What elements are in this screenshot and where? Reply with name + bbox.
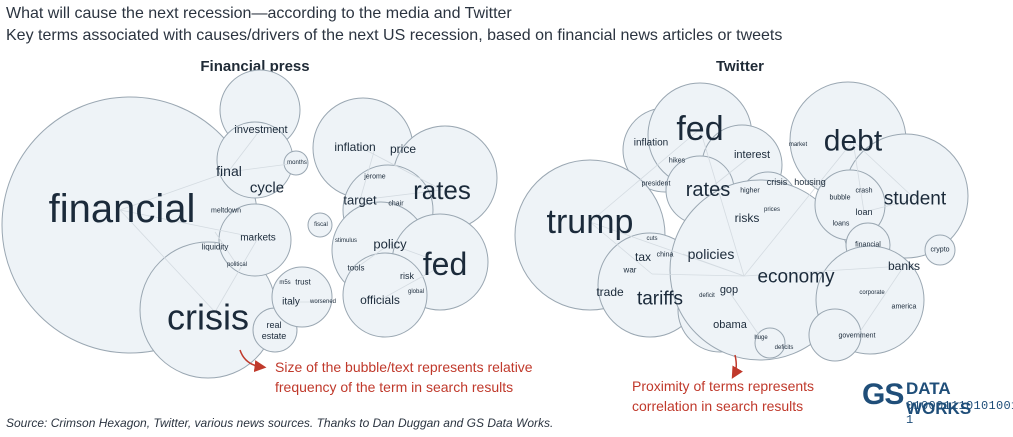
term-rates: rates [413, 175, 471, 205]
tw-term-bubble: bubble [829, 195, 850, 202]
tw-bubble-deficits [754, 327, 786, 359]
term-final: final [216, 163, 242, 179]
term-worsened: worsened [309, 299, 336, 305]
gs-data-works-logo: GS DATA WORKS 010001110101001 1 [862, 378, 1013, 427]
tw-term-hikes: hikes [669, 158, 686, 165]
logo-binary: 010001110101001 1 [906, 399, 1013, 427]
term-cycle: cycle [250, 180, 284, 197]
tw-term-interest: interest [734, 149, 770, 161]
tw-term-higher: higher [740, 188, 760, 195]
tw-term-crisis: crisis [767, 177, 788, 187]
tw-term-prices: prices [764, 207, 780, 213]
proximity-note-line1: Proximity of terms represents [632, 378, 815, 394]
tw-term-obama: obama [713, 319, 748, 331]
tw-term-trade: trade [596, 285, 624, 299]
press-links [119, 129, 446, 313]
tw-term-banks: banks [888, 259, 920, 273]
tw-term-crash: crash [855, 188, 872, 195]
tw-term-war: war [623, 266, 637, 275]
tw-term-inflation: inflation [634, 138, 668, 149]
tw-term-america: america [892, 304, 917, 311]
twitter-bubbles [514, 81, 969, 362]
tw-bubble-government [808, 308, 862, 362]
tw-term-debt: debt [824, 125, 883, 158]
term-inflation: inflation [334, 140, 375, 154]
twitter-terms: trump fed inflation hikes president rate… [547, 110, 950, 351]
tw-term-student: student [884, 189, 947, 210]
tw-term-gop: gop [720, 284, 738, 296]
press-bubble-italy [271, 266, 333, 328]
tw-term-loan: loan [855, 207, 872, 217]
term-global: global [408, 289, 424, 295]
source-note: Source: Crimson Hexagon, Twitter, variou… [6, 416, 554, 430]
press-bubble-officials [342, 252, 428, 338]
tw-term-policies: policies [688, 246, 735, 262]
term-officials: officials [360, 293, 400, 307]
term-estate: estate [262, 331, 287, 341]
chart-subtitle: Key terms associated with causes/drivers… [6, 27, 783, 44]
tw-term-deficits: deficits [775, 345, 794, 351]
term-financial: financial [49, 187, 196, 231]
term-chair: chair [388, 201, 404, 208]
tw-term-cuts: cuts [646, 236, 657, 242]
tw-term-loans: loans [833, 221, 850, 228]
tw-term-tax: tax [635, 250, 651, 264]
proximity-note: Proximity of terms represents correlatio… [632, 376, 814, 416]
term-italy: italy [282, 297, 300, 308]
tw-term-deficit: deficit [699, 293, 715, 299]
size-note-arrow [239, 349, 267, 373]
term-investment: investment [234, 124, 287, 136]
term-crisis: crisis [167, 297, 249, 338]
panel-title-twitter: Twitter [715, 58, 765, 75]
tw-term-housing: housing [794, 177, 826, 187]
tw-bubble-crypto [924, 234, 956, 266]
tw-term-trump: trump [547, 203, 634, 241]
term-price: price [390, 142, 416, 156]
term-m5s: m5s [279, 280, 290, 286]
term-stimulus: stimulus [335, 238, 357, 244]
tw-term-financial: financial [855, 242, 881, 249]
term-markets: markets [240, 233, 276, 244]
panel-title-press: Financial press [200, 58, 310, 75]
twitter-links [589, 128, 916, 339]
term-real: real [266, 320, 281, 330]
size-note: Size of the bubble/text represents relat… [275, 357, 533, 397]
size-note-line2: frequency of the term in search results [275, 379, 514, 395]
term-trust: trust [295, 278, 311, 287]
tw-term-risks: risks [735, 211, 760, 225]
press-bubble-markets [218, 203, 292, 277]
size-note-line1: Size of the bubble/text represents relat… [275, 359, 533, 375]
tw-term-china: china [657, 252, 674, 259]
term-months: months [287, 160, 307, 166]
tw-term-huge: huge [754, 335, 768, 341]
logo-mark: GS [862, 378, 904, 411]
logo-name: DATA WORKS [906, 379, 972, 418]
tw-term-president: president [642, 181, 671, 188]
term-meltdown: meltdown [211, 208, 241, 215]
chart-title: What will cause the next recession—accor… [6, 5, 512, 22]
term-political: political [227, 262, 247, 268]
tw-term-crypto: crypto [930, 247, 949, 254]
proximity-note-line2: correlation in search results [632, 398, 804, 414]
term-fed: fed [423, 246, 467, 282]
tw-term-tariffs: tariffs [637, 289, 683, 310]
press-terms: financial crisis investment final cycle … [49, 124, 471, 341]
term-policy: policy [373, 237, 407, 252]
term-liquidity: liquidity [202, 243, 229, 252]
term-risk: risk [400, 271, 414, 281]
term-fiscal: fiscal [314, 222, 328, 228]
tw-term-corporate: corporate [859, 290, 885, 296]
tw-term-government: government [839, 333, 876, 340]
tw-term-economy: economy [757, 267, 835, 288]
term-jerome: jerome [363, 174, 386, 181]
press-bubble-fiscal [307, 212, 333, 238]
term-tools: tools [348, 264, 365, 273]
term-target: target [343, 193, 377, 208]
tw-term-fed: fed [676, 110, 723, 148]
tw-term-rates: rates [686, 179, 730, 201]
proximity-note-arrow [731, 354, 743, 379]
tw-term-market: market [789, 142, 808, 148]
